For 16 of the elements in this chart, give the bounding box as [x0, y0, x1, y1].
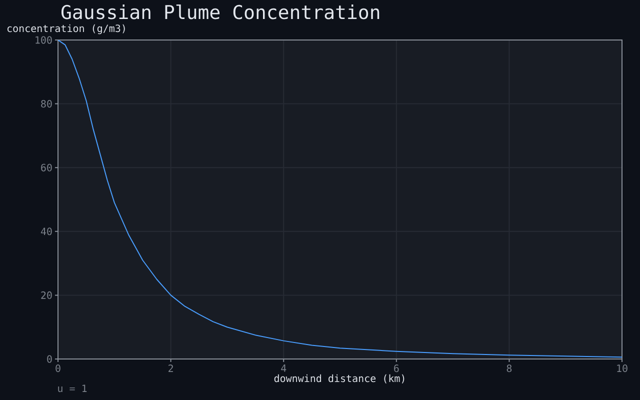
x-tick-label: 8: [506, 364, 512, 372]
x-tick-label: 0: [56, 364, 60, 372]
y-tick-label: 80: [41, 100, 52, 108]
chart-title: Gaussian Plume Concentration: [61, 4, 380, 20]
y-tick-label: 20: [41, 291, 52, 299]
text: u = 1: [58, 384, 87, 392]
y-axis-title: concentration (g/m3): [7, 24, 125, 34]
y-tick-label: 0: [47, 355, 52, 363]
x-tick-label: 4: [281, 364, 286, 372]
y-tick-label: 100: [36, 36, 52, 44]
x-axis-title: downwind distance (km): [274, 374, 404, 384]
x-tick-label: 2: [168, 364, 173, 372]
y-tick-label: 40: [40, 228, 52, 236]
x-tick-label: 10: [617, 364, 628, 372]
y-tick-label: 60: [41, 164, 52, 172]
x-tick-label: 6: [394, 364, 399, 372]
